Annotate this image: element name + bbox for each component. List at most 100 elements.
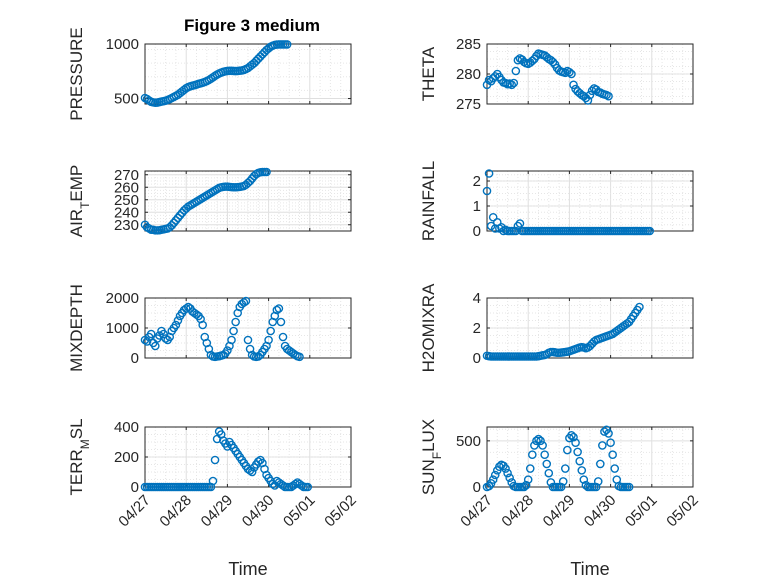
- data-point: [536, 436, 545, 446]
- data-point: [297, 481, 306, 490]
- y-axis-label: THETA: [419, 46, 438, 101]
- y-tick-label: 0: [473, 479, 481, 496]
- data-point: [295, 352, 304, 362]
- data-point: [503, 468, 512, 478]
- y-tick-label: 0: [473, 223, 481, 240]
- y-axis-label: TERRMSL: [67, 418, 92, 495]
- data-point: [146, 329, 156, 339]
- data-point: [593, 477, 603, 486]
- data-point: [587, 86, 597, 96]
- data-point: [173, 316, 183, 325]
- data-point: [507, 80, 517, 90]
- data-point: [540, 450, 549, 459]
- data-point: [274, 304, 284, 313]
- data-point: [569, 80, 578, 90]
- data-point: [239, 298, 249, 307]
- y-axis-label: PRESSURE: [67, 27, 86, 121]
- y-tick-label: 0: [131, 479, 139, 496]
- data-point: [266, 326, 275, 336]
- y-tick-label: 2000: [106, 290, 139, 307]
- subplot-rainfall: 0 1 2 RAINFALL: [419, 161, 694, 241]
- data-point: [509, 78, 519, 88]
- data-point: [567, 69, 576, 79]
- data-point: [282, 40, 292, 49]
- data-point: [635, 302, 644, 312]
- data-point: [150, 341, 160, 351]
- y-tick-label: 2: [473, 320, 481, 337]
- data-point: [591, 482, 601, 492]
- y-tick-label: 500: [114, 91, 139, 108]
- subplot-theta: 275 280 285 THETA: [419, 36, 694, 113]
- y-axis-label: RAINFALL: [419, 161, 438, 241]
- data-point: [530, 441, 539, 450]
- data-point: [223, 442, 232, 451]
- data-point: [169, 218, 179, 228]
- y-tick-label: 285: [456, 36, 481, 53]
- data-point: [206, 350, 216, 360]
- data-point: [511, 226, 521, 236]
- data-point: [505, 473, 514, 483]
- subplot-h2omixra: 0 2 4 H2OMIXRA: [419, 283, 694, 372]
- data-point: [198, 320, 207, 330]
- data-point: [490, 470, 500, 480]
- data-point: [243, 335, 253, 345]
- data-point: [229, 326, 238, 336]
- y-tick-label: 230: [114, 217, 139, 234]
- data-point: [278, 481, 288, 490]
- data-point: [542, 459, 552, 469]
- data-point: [521, 480, 531, 490]
- data-point: [604, 429, 613, 438]
- y-axis-label: AIRTEMP: [67, 165, 92, 238]
- data-point: [624, 482, 634, 492]
- data-point: [173, 213, 183, 223]
- data-point: [303, 482, 313, 492]
- data-point: [253, 457, 263, 466]
- data-point: [563, 445, 572, 455]
- data-point: [573, 447, 582, 457]
- y-tick-label: 2: [473, 173, 481, 190]
- data-point: [544, 468, 554, 478]
- axes-box: [144, 170, 352, 232]
- data-point: [484, 169, 494, 178]
- y-tick-label: 0: [473, 350, 481, 367]
- data-point: [208, 476, 218, 486]
- y-tick-label: 400: [114, 419, 139, 436]
- data-point: [528, 450, 537, 459]
- data-point: [579, 475, 589, 484]
- y-tick-label: 1: [473, 198, 481, 215]
- data-point: [534, 434, 543, 444]
- data-point: [278, 332, 288, 342]
- data-point: [604, 91, 613, 101]
- data-point: [606, 438, 615, 447]
- y-tick-label: 4: [473, 290, 481, 307]
- data-point: [519, 482, 529, 492]
- y-tick-label: 260: [114, 179, 139, 196]
- data-point: [171, 320, 181, 330]
- data-point: [567, 431, 576, 440]
- data-point: [513, 221, 523, 231]
- y-tick-label: 250: [114, 192, 139, 209]
- data-point: [598, 441, 607, 450]
- data-point: [227, 335, 236, 345]
- data-point: [560, 464, 570, 473]
- data-point: [264, 335, 273, 345]
- figure-title: Figure 3 medium: [184, 16, 320, 35]
- y-axis-label: H2OMIXRA: [419, 283, 438, 372]
- data-point: [583, 96, 593, 105]
- y-axis-label: MIXDEPTH: [67, 284, 86, 372]
- data-point: [556, 482, 566, 492]
- data-point: [532, 436, 541, 446]
- subplot-pressure: 500 1000 PRESSURE: [67, 27, 352, 121]
- data-point: [142, 337, 152, 346]
- data-point: [171, 216, 181, 225]
- data-point: [560, 68, 570, 78]
- data-point: [291, 479, 300, 489]
- data-point: [558, 477, 568, 486]
- data-point: [569, 432, 578, 442]
- data-point: [272, 305, 282, 315]
- data-point: [482, 186, 492, 196]
- data-point: [596, 459, 605, 469]
- data-point: [175, 211, 185, 220]
